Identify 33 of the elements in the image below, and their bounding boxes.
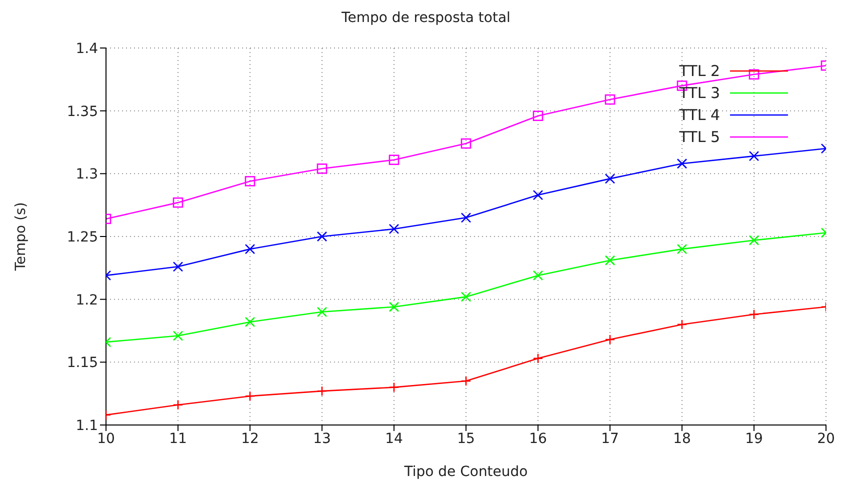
x-axis-title: Tipo de Conteudo (403, 464, 528, 480)
x-tick-label: 17 (601, 430, 619, 447)
x-tick-label: 16 (529, 430, 547, 447)
chart-title: Tempo de resposta total (340, 10, 512, 26)
y-tick-label: 1.35 (66, 104, 98, 120)
y-tick-label: 1.25 (66, 229, 98, 246)
y-tick-label: 1.3 (76, 166, 98, 183)
point (604, 94, 616, 105)
x-tick-label: 13 (313, 430, 331, 447)
point (172, 197, 184, 208)
x-tick-label: 14 (385, 430, 403, 447)
point (460, 138, 472, 149)
x-tick-label: 15 (457, 430, 475, 447)
y-tick-label: 1.1 (76, 418, 98, 434)
x-tick-label: 10 (97, 430, 115, 447)
point (532, 110, 544, 122)
point (388, 154, 400, 165)
legend-label: TTL 2 (678, 62, 721, 80)
x-tick-label: 18 (673, 430, 691, 447)
x-tick-label: 12 (241, 430, 259, 447)
point (748, 69, 760, 80)
x-tick-label: 19 (745, 430, 763, 447)
y-tick-label: 1.4 (76, 40, 98, 57)
x-tick-label: 11 (169, 430, 187, 447)
y-tick-label: 1.15 (66, 355, 98, 372)
point (316, 163, 328, 174)
x-tick-label: 20 (817, 430, 835, 447)
legend-label: TTL 5 (678, 128, 721, 146)
y-axis-title: Tempo (s) (12, 202, 29, 272)
y-tick-label: 1.2 (76, 292, 98, 308)
point (244, 176, 256, 186)
legend-label: TTL 3 (678, 84, 721, 102)
legend-label: TTL 4 (678, 106, 721, 124)
